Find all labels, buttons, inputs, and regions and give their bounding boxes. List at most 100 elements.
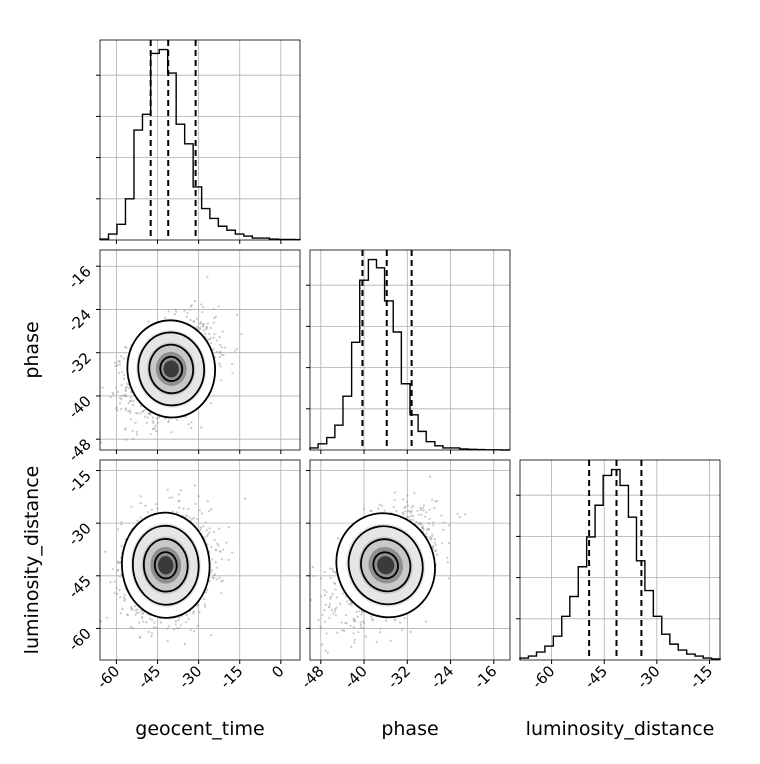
panel-geocent_time-vs-phase-point <box>206 275 209 279</box>
panel-geocent_time-vs-phase-point <box>139 405 142 408</box>
panel-phase-vs-luminosity_distance-point <box>443 521 446 524</box>
panel-geocent_time-vs-phase-point <box>129 399 133 403</box>
panel-geocent_time-vs-luminosity_distance-point <box>214 548 217 551</box>
panel-geocent_time-vs-luminosity_distance-point <box>204 591 208 594</box>
panel-phase-vs-luminosity_distance-point <box>360 610 364 613</box>
panel-phase-vs-luminosity_distance-point <box>421 507 424 510</box>
panel-geocent_time-vs-luminosity_distance-point <box>179 489 182 492</box>
panel-geocent_time-vs-luminosity_distance-point <box>116 592 119 596</box>
panel-geocent_time-vs-luminosity_distance-point <box>214 561 217 564</box>
panel-geocent_time-vs-luminosity_distance-point <box>177 493 181 496</box>
panel-geocent_time-vs-phase-point <box>124 408 127 411</box>
panel-geocent_time-vs-luminosity_distance-point <box>178 616 181 619</box>
panel-phase-vs-luminosity_distance-point <box>328 616 331 620</box>
panel-phase-vs-luminosity_distance-point <box>332 612 335 615</box>
panel-geocent_time-vs-phase-point <box>120 394 123 397</box>
panel-phase-vs-luminosity_distance-point <box>317 619 320 622</box>
panel-geocent_time-vs-luminosity_distance-point <box>205 528 208 532</box>
panel-geocent_time-vs-phase-point <box>134 411 138 415</box>
panel-geocent_time-vs-phase-point <box>183 309 186 312</box>
panel-phase-vs-luminosity_distance-point <box>352 617 355 620</box>
panel-geocent_time-vs-luminosity_distance-point <box>133 605 136 608</box>
panel-phase-vs-luminosity_distance-point <box>352 619 355 623</box>
panel-phase-vs-luminosity_distance-point <box>411 514 415 518</box>
panel-geocent_time-vs-luminosity_distance-point <box>150 632 154 635</box>
panel-phase-vs-luminosity_distance-point <box>321 613 324 616</box>
panel-geocent_time-vs-luminosity_distance-point <box>217 544 220 547</box>
panel-phase-vs-luminosity_distance-point <box>324 649 327 652</box>
panel-geocent_time-vs-luminosity_distance-point <box>205 535 208 538</box>
panel-geocent_time-vs-phase-point <box>156 421 160 424</box>
panel-geocent_time-vs-phase-point <box>219 365 222 368</box>
panel-phase-vs-luminosity_distance-point <box>448 524 451 527</box>
panel-geocent_time-vs-phase-point <box>143 408 146 412</box>
panel-phase-vs-luminosity_distance-point <box>371 619 375 622</box>
panel-phase-vs-luminosity_distance-point <box>331 567 334 570</box>
panel-geocent_time-vs-luminosity_distance-point <box>199 528 202 532</box>
panel-geocent_time-vs-phase-point <box>212 307 215 311</box>
panel-geocent_time-vs-luminosity_distance-point <box>131 626 135 630</box>
panel-geocent_time-vs-luminosity_distance-point <box>212 576 215 579</box>
panel-phase-vs-luminosity_distance-contour <box>377 556 395 575</box>
panel-geocent_time-vs-phase-point <box>218 355 221 359</box>
panel-geocent_time-vs-luminosity_distance-point <box>194 502 197 506</box>
panel-geocent_time-vs-luminosity_distance-point <box>94 560 96 562</box>
xtick-label-luminosity_distance: -60 <box>528 662 558 692</box>
panel-geocent_time-vs-phase-point <box>129 396 133 399</box>
panel-phase-vs-luminosity_distance-contour <box>335 512 436 619</box>
xtick-label-phase: -40 <box>341 662 371 692</box>
panel-geocent_time-vs-phase-point <box>157 416 161 419</box>
panel-phase-vs-luminosity_distance-point <box>430 498 434 501</box>
panel-geocent_time-vs-phase-point <box>217 305 220 308</box>
panel-geocent_time-vs-luminosity_distance-point <box>210 634 213 637</box>
panel-geocent_time-vs-luminosity_distance-point <box>221 548 225 551</box>
panel-phase-vs-luminosity_distance-point <box>446 556 449 559</box>
panel-geocent_time-vs-luminosity_distance-point <box>178 506 181 509</box>
panel-phase-vs-luminosity_distance-point <box>403 617 406 620</box>
panel-geocent_time-vs-luminosity_distance-point <box>113 580 116 583</box>
panel-phase-vs-luminosity_distance-point <box>415 520 418 523</box>
xlabel-geocent_time: geocent_time <box>135 718 264 740</box>
panel-geocent_time-vs-phase-point <box>147 320 150 323</box>
panel-geocent_time-vs-luminosity_distance-point <box>176 511 179 514</box>
panel-geocent_time-vs-luminosity_distance-point <box>152 626 156 629</box>
panel-geocent_time-vs-phase-point <box>115 407 118 410</box>
panel-geocent_time-vs-phase-point <box>202 306 205 309</box>
panel-geocent_time-vs-luminosity_distance-point <box>216 566 219 569</box>
panel-geocent_time-vs-phase-point <box>209 326 212 330</box>
panel-geocent_time-vs-luminosity_distance-point <box>150 508 153 511</box>
xtick-label-geocent_time: 0 <box>268 662 287 681</box>
panel-phase-vs-luminosity_distance-point <box>416 509 419 512</box>
panel-geocent_time-vs-phase-point <box>116 390 119 394</box>
panel-geocent_time-vs-luminosity_distance-point <box>208 579 211 583</box>
panel-geocent_time-vs-luminosity_distance-point <box>221 579 224 582</box>
xlabel-phase: phase <box>381 718 438 740</box>
panel-geocent_time-vs-luminosity_distance-point <box>134 613 137 616</box>
panel-geocent_time-vs-phase-contour <box>148 343 195 395</box>
panel-geocent_time-vs-luminosity_distance-contour <box>142 538 189 593</box>
panel-geocent_time-vs-phase-point <box>127 386 130 390</box>
panel-phase-vs-luminosity_distance-point <box>297 645 299 647</box>
panel-geocent_time-vs-phase-point <box>164 417 167 420</box>
panel-phase-vs-luminosity_distance-point <box>323 589 326 592</box>
xtick-label-luminosity_distance: -30 <box>634 662 664 692</box>
panel-geocent_time-vs-luminosity_distance-point <box>147 630 150 634</box>
panel-geocent_time-vs-phase-point <box>201 310 204 314</box>
panel-geocent_time-vs-phase-point <box>135 433 139 436</box>
panel-geocent_time-vs-luminosity_distance-point <box>231 551 234 554</box>
panel-geocent_time-vs-luminosity_distance-point <box>198 509 201 512</box>
panel-geocent_time-vs-luminosity_distance-point <box>147 511 150 514</box>
panel-geocent_time-vs-phase-point <box>195 317 198 320</box>
xtick-label-phase: -16 <box>471 662 501 692</box>
panel-geocent_time-vs-phase-point <box>123 394 126 397</box>
panel-phase-vs-luminosity_distance-point <box>344 595 347 598</box>
panel-geocent_time-vs-luminosity_distance-point <box>166 488 169 491</box>
panel-phase-vs-luminosity_distance-point <box>393 498 396 501</box>
panel-geocent_time-vs-luminosity_distance-point <box>141 612 144 615</box>
panel-phase-vs-luminosity_distance-point <box>431 521 435 524</box>
panel-phase-vs-luminosity_distance-point <box>430 535 433 538</box>
panel-geocent_time-vs-phase-point <box>124 390 127 393</box>
panel-phase-vs-luminosity_distance-point <box>409 630 412 634</box>
panel-geocent_time-vs-phase-point <box>129 418 133 421</box>
panel-geocent_time-vs-phase-point <box>176 419 179 422</box>
